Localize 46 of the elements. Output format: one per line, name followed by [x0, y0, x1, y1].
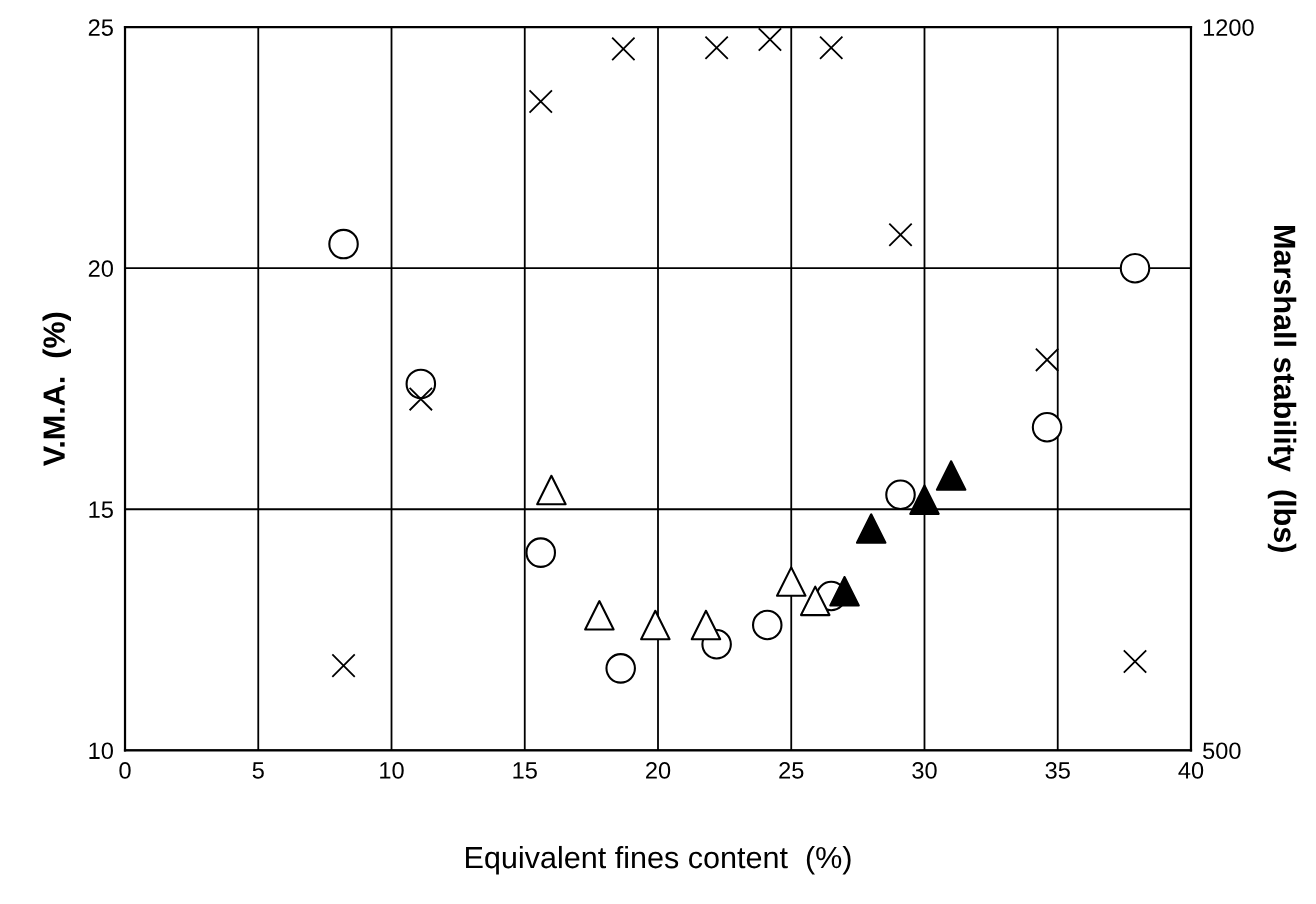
point	[1031, 412, 1063, 443]
y2-axis-title: Marshall stability (lbs)	[1267, 226, 1297, 552]
x-axis-title: Equivalent fines content (%)	[466, 845, 851, 875]
point	[690, 609, 722, 641]
x-tick-label: 5	[252, 762, 264, 779]
point	[331, 653, 356, 678]
y-tick-label: 25	[88, 19, 113, 36]
point	[704, 35, 729, 60]
x-tick-label: 20	[646, 762, 671, 779]
point	[885, 479, 916, 511]
x-tick-label: 25	[779, 762, 804, 779]
x-tick-label: 30	[912, 762, 937, 779]
point	[909, 484, 940, 515]
point	[328, 228, 359, 260]
point	[408, 386, 433, 412]
point	[605, 653, 636, 684]
x-tick-label: 35	[1045, 762, 1070, 779]
y-tick-label: 15	[89, 501, 113, 519]
point	[935, 460, 967, 491]
point	[775, 566, 807, 597]
point	[640, 609, 671, 641]
point	[611, 36, 636, 61]
point	[855, 513, 887, 544]
point	[1034, 347, 1060, 372]
point	[751, 609, 783, 641]
x-tick-label: 10	[380, 762, 404, 779]
y2-tick-label: 1200	[1203, 19, 1254, 36]
point	[584, 600, 615, 631]
point	[1119, 252, 1151, 284]
y-tick-label: 20	[88, 260, 113, 277]
x-tick-label: 40	[1178, 762, 1204, 779]
point	[1122, 649, 1148, 674]
point	[528, 89, 553, 114]
point	[888, 222, 913, 247]
point	[757, 27, 783, 52]
y-tick-label: 10	[89, 742, 113, 760]
point	[829, 575, 860, 607]
point	[819, 35, 844, 60]
point	[525, 537, 557, 568]
point	[799, 585, 831, 617]
point	[405, 368, 437, 400]
point	[536, 474, 567, 506]
x-tick-label: 0	[119, 762, 131, 779]
y2-tick-label: 500	[1203, 742, 1241, 760]
y-axis-title: V.M.A. (%)	[42, 312, 71, 467]
x-tick-label: 15	[513, 762, 537, 779]
